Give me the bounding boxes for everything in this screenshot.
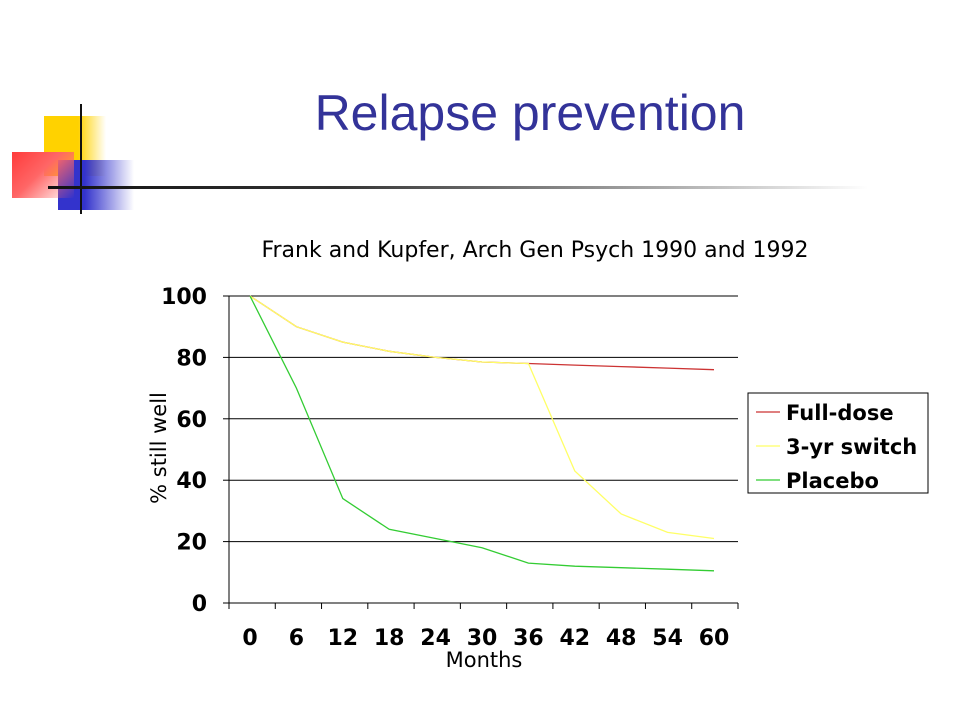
series-lines bbox=[249, 295, 715, 572]
x-tick-label-0: 0 bbox=[242, 626, 257, 651]
y-tick-label-0: 0 bbox=[192, 592, 207, 617]
axes bbox=[223, 295, 739, 609]
gridlines bbox=[229, 295, 738, 543]
slide-title: Relapse prevention bbox=[314, 85, 746, 141]
y-tick-label-60: 60 bbox=[176, 408, 207, 433]
y-axis-label: % still well bbox=[147, 392, 171, 504]
x-tick-label-6: 6 bbox=[289, 626, 304, 651]
series-line-full-dose bbox=[249, 295, 715, 371]
x-tick-label-54: 54 bbox=[652, 626, 683, 651]
series-line-placebo bbox=[249, 295, 715, 572]
x-tick-label-30: 30 bbox=[467, 626, 498, 651]
y-tick-label-80: 80 bbox=[176, 346, 207, 371]
y-tick-label-40: 40 bbox=[176, 469, 207, 494]
title-underline bbox=[48, 186, 868, 189]
x-tick-labels: 0 6 12 18 24 30 36 42 48 54 60 bbox=[242, 626, 729, 651]
series-line-3-yr-switch bbox=[249, 295, 715, 540]
legend-label-2: Placebo bbox=[786, 469, 879, 493]
y-tick-label-100: 100 bbox=[161, 285, 207, 310]
x-tick-label-18: 18 bbox=[374, 626, 405, 651]
x-tick-label-12: 12 bbox=[327, 626, 358, 651]
legend: Full-dose 3-yr switch Placebo bbox=[747, 392, 929, 494]
legend-label-1: 3-yr switch bbox=[786, 435, 917, 459]
decor-vertical-line bbox=[80, 104, 82, 214]
x-tick-label-48: 48 bbox=[606, 626, 637, 651]
x-tick-label-60: 60 bbox=[699, 626, 730, 651]
legend-label-0: Full-dose bbox=[786, 401, 894, 425]
x-tick-label-24: 24 bbox=[420, 626, 451, 651]
x-tick-label-36: 36 bbox=[513, 626, 544, 651]
decor-red-square bbox=[12, 152, 74, 198]
legend-box bbox=[747, 392, 929, 494]
x-axis-label: Months bbox=[446, 648, 523, 672]
y-tick-labels: 0 20 40 60 80 100 bbox=[161, 285, 207, 617]
chart-title: Frank and Kupfer, Arch Gen Psych 1990 an… bbox=[261, 238, 808, 263]
x-tick-label-42: 42 bbox=[559, 626, 590, 651]
y-tick-label-20: 20 bbox=[176, 531, 207, 556]
